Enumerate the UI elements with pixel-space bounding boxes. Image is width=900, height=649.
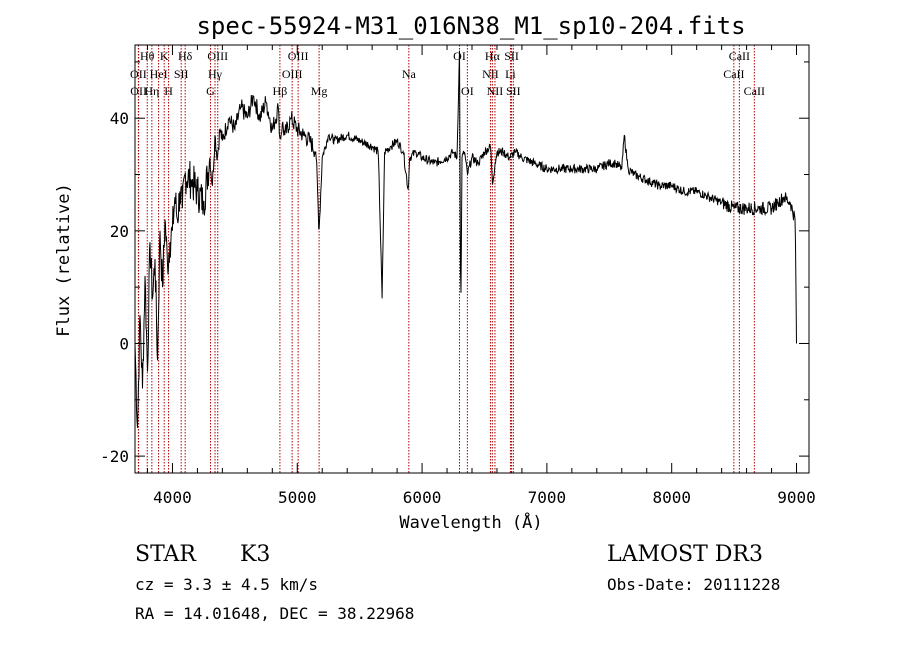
line-marker-label: OII (130, 67, 147, 81)
plot-frame (134, 44, 810, 474)
line-marker-label: NII (487, 84, 504, 98)
x-tick-label: 8000 (652, 488, 691, 507)
line-marker-label: NII (482, 67, 499, 81)
line-marker-label: CaII (744, 84, 765, 98)
line-marker-label: SII (174, 67, 189, 81)
line-marker-label: SII (506, 84, 521, 98)
axis-ticks: 4000 5000 6000 7000 8000 9000 -20 0 20 40 (100, 45, 816, 507)
x-tick-label: 4000 (153, 488, 192, 507)
x-tick-label: 7000 (528, 488, 567, 507)
line-marker-label: CaII (723, 67, 744, 81)
y-tick-label: 40 (110, 109, 129, 128)
x-tick-label: 5000 (278, 488, 317, 507)
line-marker-label: CaII (729, 49, 750, 63)
line-marker-label: G (206, 84, 215, 98)
line-marker-label: HeI (150, 67, 168, 81)
x-axis-label: Wavelength (Å) (399, 511, 542, 533)
chart-title: spec-55924-M31_016N38_M1_sp10-204.fits (196, 12, 745, 40)
line-marker-label: H (164, 84, 173, 98)
line-marker-label: OIII (288, 49, 309, 63)
survey-label: LAMOST DR3 (607, 542, 763, 567)
line-markers (137, 45, 755, 473)
x-tick-label: 9000 (777, 488, 816, 507)
spectrum-line (134, 50, 797, 428)
line-marker-label: Mg (311, 84, 328, 98)
line-marker-label: Hδ (178, 49, 193, 63)
line-marker-label: OI (453, 49, 466, 63)
y-tick-label: 0 (119, 334, 129, 353)
spectrum-series (134, 50, 797, 428)
obs-date: Obs-Date: 20111228 (607, 575, 780, 594)
line-marker-label: Hβ (273, 84, 288, 98)
line-marker-label: OIII (282, 67, 303, 81)
line-marker-label: Hη (144, 84, 159, 98)
line-marker-label: OIII (207, 49, 228, 63)
x-tick-label: 6000 (403, 488, 442, 507)
line-marker-label: Hα (485, 49, 501, 63)
line-marker-label: Hγ (208, 67, 223, 81)
y-tick-label: 20 (110, 222, 129, 241)
line-marker-label: K (160, 49, 169, 63)
line-marker-label: SII (504, 49, 519, 63)
line-marker-label: Li (505, 67, 516, 81)
coordinates: RA = 14.01648, DEC = 38.22968 (135, 604, 414, 623)
y-tick-label: -20 (100, 447, 129, 466)
line-marker-label: OI (461, 84, 474, 98)
object-subclass: K3 (240, 542, 270, 567)
line-marker-label: Hθ (140, 49, 155, 63)
redshift-readout: cz = 3.3 ± 4.5 km/s (135, 575, 318, 594)
line-marker-label: Na (402, 67, 417, 81)
line-marker-label: OII (130, 84, 147, 98)
y-axis-label: Flux (relative) (54, 183, 74, 337)
object-class: STAR (135, 542, 197, 567)
